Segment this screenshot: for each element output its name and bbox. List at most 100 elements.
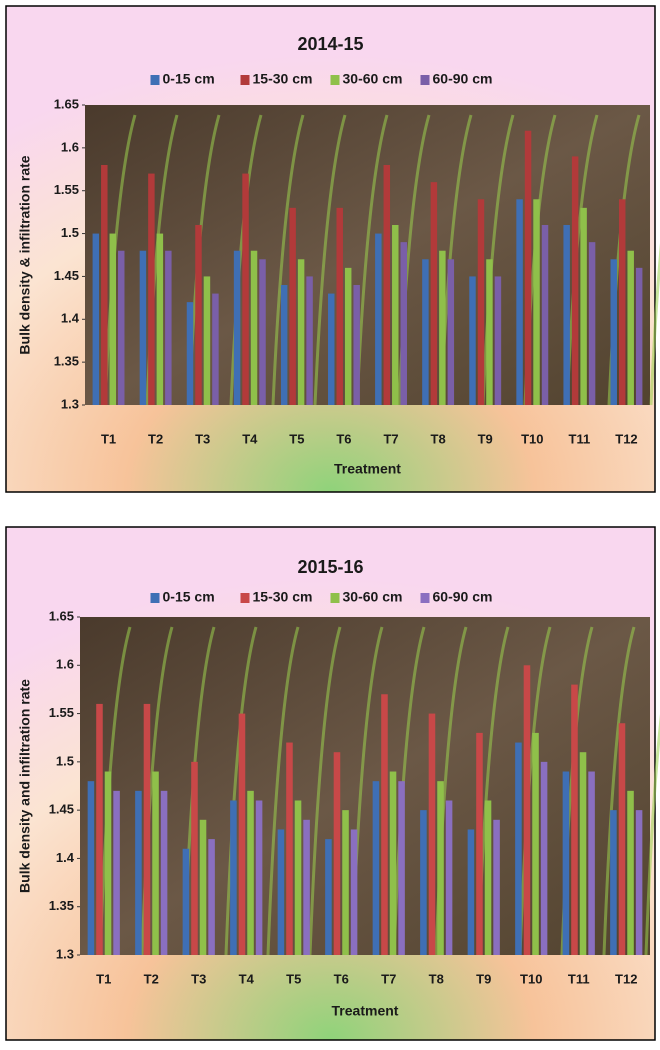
x-tick-label: T12 — [615, 971, 637, 986]
bar — [422, 259, 428, 405]
legend-label: 60-90 cm — [433, 589, 493, 605]
bar — [486, 259, 492, 405]
bar — [588, 772, 595, 955]
x-tick-label: T7 — [381, 971, 396, 986]
bar — [493, 820, 500, 955]
bar — [230, 800, 237, 955]
legend-swatch — [421, 593, 430, 603]
bar — [532, 733, 539, 955]
x-tick-label: T9 — [476, 971, 491, 986]
bar — [281, 285, 287, 405]
bar — [295, 800, 302, 955]
bar — [572, 156, 578, 405]
bar — [525, 131, 531, 405]
y-tick-label: 1.45 — [49, 802, 74, 817]
legend-label: 30-60 cm — [343, 71, 403, 87]
bar — [353, 285, 359, 405]
y-tick-label: 1.35 — [54, 354, 79, 369]
bar — [256, 800, 263, 955]
x-tick-label: T4 — [242, 431, 258, 446]
bar — [144, 704, 151, 955]
bar — [234, 251, 240, 405]
bar — [542, 225, 548, 405]
legend-label: 0-15 cm — [163, 589, 215, 605]
bar — [96, 704, 103, 955]
x-axis-label: Treatment — [334, 461, 401, 477]
bar — [431, 182, 437, 405]
x-tick-label: T7 — [383, 431, 398, 446]
chart-title: 2014-15 — [297, 34, 363, 54]
x-tick-label: T3 — [191, 971, 206, 986]
bar — [390, 772, 397, 955]
x-tick-label: T11 — [568, 971, 590, 986]
bar — [135, 791, 142, 955]
x-tick-label: T11 — [569, 431, 591, 446]
bar — [375, 234, 381, 405]
bar — [437, 781, 444, 955]
bar — [191, 762, 198, 955]
legend-swatch — [421, 75, 430, 85]
y-tick-label: 1.65 — [54, 96, 79, 111]
x-tick-label: T2 — [148, 431, 163, 446]
legend-label: 15-30 cm — [253, 71, 313, 87]
x-tick-label: T2 — [144, 971, 159, 986]
bar — [580, 208, 586, 405]
bar — [187, 302, 193, 405]
bar — [468, 829, 475, 955]
bar — [515, 743, 522, 955]
legend-swatch — [241, 75, 250, 85]
chart-title: 2015-16 — [297, 557, 363, 577]
bar — [110, 234, 116, 405]
y-tick-label: 1.3 — [61, 396, 79, 411]
bar — [200, 820, 207, 955]
page: {"chart_data": [ {"type": "bar", "title"… — [0, 0, 660, 1050]
bar — [259, 259, 265, 405]
bar — [439, 251, 445, 405]
bar — [392, 225, 398, 405]
legend-label: 60-90 cm — [433, 71, 493, 87]
bar — [165, 251, 171, 405]
bar — [334, 752, 341, 955]
y-tick-label: 1.6 — [61, 139, 79, 154]
bar — [351, 829, 358, 955]
legend-swatch — [331, 75, 340, 85]
bar — [619, 723, 626, 955]
bar — [195, 225, 201, 405]
bar — [148, 174, 154, 405]
bar — [381, 694, 388, 955]
bar — [345, 268, 351, 405]
bar — [580, 752, 587, 955]
bar — [398, 781, 405, 955]
y-axis-label: Bulk density and infiltration rate — [17, 679, 33, 893]
bar — [636, 268, 642, 405]
y-tick-label: 1.4 — [56, 850, 75, 865]
bar — [140, 251, 146, 405]
bar — [429, 714, 436, 955]
bar — [161, 791, 168, 955]
bar — [495, 276, 501, 405]
bar — [610, 810, 617, 955]
legend-label: 30-60 cm — [343, 589, 403, 605]
x-tick-label: T6 — [336, 431, 351, 446]
bar — [251, 251, 257, 405]
x-tick-label: T4 — [239, 971, 255, 986]
x-tick-label: T1 — [101, 431, 116, 446]
bar — [157, 234, 163, 405]
bar — [571, 685, 578, 955]
legend-swatch — [331, 593, 340, 603]
bar — [420, 810, 427, 955]
y-tick-label: 1.45 — [54, 268, 79, 283]
bar — [533, 199, 539, 405]
x-tick-label: T5 — [286, 971, 301, 986]
y-tick-label: 1.55 — [54, 182, 79, 197]
bar — [101, 165, 107, 405]
bar — [373, 781, 380, 955]
legend-swatch — [241, 593, 250, 603]
bar — [289, 208, 295, 405]
legend-swatch — [151, 75, 160, 85]
bar — [105, 772, 112, 955]
bar — [93, 234, 99, 405]
bar — [516, 199, 522, 405]
bar — [208, 839, 215, 955]
bar — [446, 800, 453, 955]
